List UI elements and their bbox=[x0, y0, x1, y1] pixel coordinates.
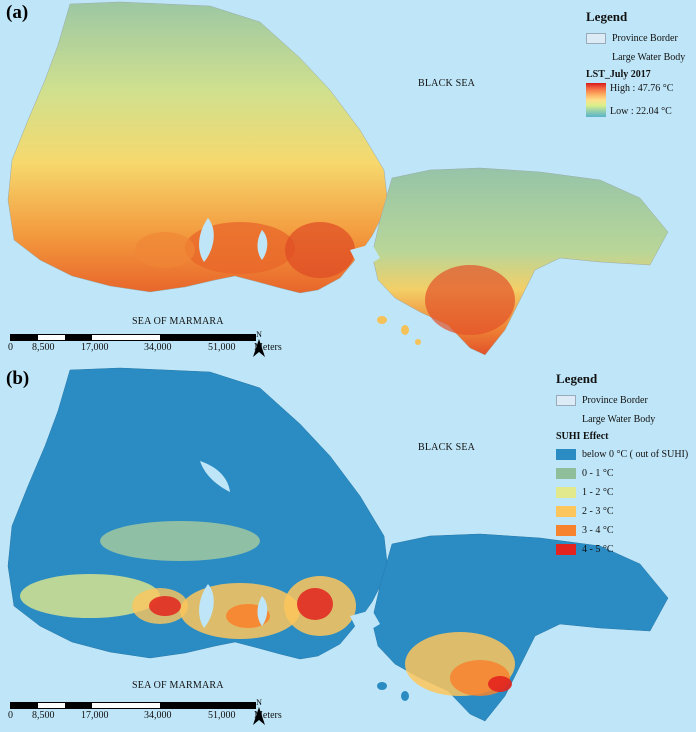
european-side bbox=[7, 1, 389, 294]
province-border-swatch bbox=[586, 33, 606, 44]
scale-tick: 51,000 bbox=[208, 710, 236, 721]
scale-tick: 8,500 bbox=[32, 710, 55, 721]
province-border-label: Province Border bbox=[582, 395, 648, 406]
marmara-sea-label: SEA OF MARMARA bbox=[132, 316, 224, 327]
suhi-class-label: below 0 °C ( out of SUHI) bbox=[582, 449, 689, 460]
suhi-class-label: 4 - 5 °C bbox=[582, 544, 614, 555]
suhi-class-swatch bbox=[556, 487, 576, 498]
asian-side bbox=[371, 167, 669, 356]
suhi-class-label: 2 - 3 °C bbox=[582, 506, 614, 517]
lst-color-ramp: High : 47.76 °C Low : 22.04 °C bbox=[586, 83, 685, 117]
suhi-class-row: 0 - 1 °C bbox=[556, 464, 688, 483]
panel-label-b: (b) bbox=[6, 368, 30, 389]
lst-map bbox=[7, 1, 669, 356]
suhi-class-label: 1 - 2 °C bbox=[582, 487, 614, 498]
legend-title: Legend bbox=[556, 371, 598, 386]
black-sea-label: BLACK SEA bbox=[418, 442, 476, 453]
suhi-class-row: 4 - 5 °C bbox=[556, 540, 688, 559]
scale-tick: 8,500 bbox=[32, 342, 55, 353]
north-arrow-icon: N bbox=[252, 698, 266, 725]
scale-tick: 34,000 bbox=[144, 710, 172, 721]
legend-row-water-body: Large Water Body bbox=[586, 48, 685, 67]
water-body-swatch bbox=[586, 52, 606, 63]
suhi-class-label: 3 - 4 °C bbox=[582, 525, 614, 536]
suhi-map-panel: (b) BLACK SEA SEA OF MARMARA Legend Prov… bbox=[0, 366, 696, 732]
suhi-class-swatch bbox=[556, 506, 576, 517]
scale-unit: Meters bbox=[254, 342, 282, 353]
suhi-class-swatch bbox=[556, 468, 576, 479]
scale-tick: 17,000 bbox=[81, 710, 109, 721]
scale-bar-a: 0 8,500 17,000 34,000 51,000 Meters bbox=[8, 334, 300, 354]
legend-row-province-border: Province Border bbox=[556, 391, 688, 410]
lst-variable-title: LST_July 2017 bbox=[586, 69, 651, 80]
suhi-class-label: 0 - 1 °C bbox=[582, 468, 614, 479]
panel-label-a: (a) bbox=[6, 2, 29, 23]
scale-tick: 17,000 bbox=[81, 342, 109, 353]
black-sea-label: BLACK SEA bbox=[418, 78, 476, 89]
suhi-variable-title: SUHI Effect bbox=[556, 431, 609, 442]
water-body-label: Large Water Body bbox=[582, 414, 656, 425]
asian-side bbox=[371, 533, 669, 722]
north-label: N bbox=[256, 698, 262, 707]
scale-bar-b: 0 8,500 17,000 34,000 51,000 Meters bbox=[8, 702, 300, 722]
suhi-class-row: below 0 °C ( out of SUHI) bbox=[556, 445, 688, 464]
scale-tick: 0 bbox=[8, 710, 13, 721]
scale-tick: 51,000 bbox=[208, 342, 236, 353]
suhi-class-swatch bbox=[556, 525, 576, 536]
ramp-low-label: Low : 22.04 °C bbox=[610, 106, 672, 117]
legend-b: Legend Province Border Large Water Body … bbox=[556, 371, 688, 559]
province-border-label: Province Border bbox=[612, 33, 678, 44]
north-label: N bbox=[256, 330, 262, 339]
lst-map-panel: (a) BLACK SEA SEA OF MARMARA Legend Prov… bbox=[0, 0, 696, 366]
color-ramp bbox=[586, 83, 606, 117]
legend-row-water-body: Large Water Body bbox=[556, 410, 688, 429]
water-body-swatch bbox=[556, 414, 576, 425]
suhi-class-swatch bbox=[556, 449, 576, 460]
suhi-hotspots bbox=[20, 521, 515, 696]
legend-title: Legend bbox=[586, 9, 628, 24]
suhi-class-row: 2 - 3 °C bbox=[556, 502, 688, 521]
water-body-label: Large Water Body bbox=[612, 52, 686, 63]
scale-tick: 0 bbox=[8, 342, 13, 353]
legend-row-province-border: Province Border bbox=[586, 29, 685, 48]
suhi-class-list: below 0 °C ( out of SUHI) 0 - 1 °C 1 - 2 °… bbox=[556, 445, 688, 559]
suhi-class-swatch bbox=[556, 544, 576, 555]
province-border-swatch bbox=[556, 395, 576, 406]
scale-tick: 34,000 bbox=[144, 342, 172, 353]
legend-a: Legend Province Border Large Water Body … bbox=[586, 9, 685, 117]
suhi-class-row: 3 - 4 °C bbox=[556, 521, 688, 540]
suhi-map bbox=[7, 367, 669, 722]
suhi-class-row: 1 - 2 °C bbox=[556, 483, 688, 502]
marmara-sea-label: SEA OF MARMARA bbox=[132, 680, 224, 691]
scale-unit: Meters bbox=[254, 710, 282, 721]
north-arrow-icon: N bbox=[252, 330, 266, 357]
ramp-high-label: High : 47.76 °C bbox=[610, 83, 674, 94]
